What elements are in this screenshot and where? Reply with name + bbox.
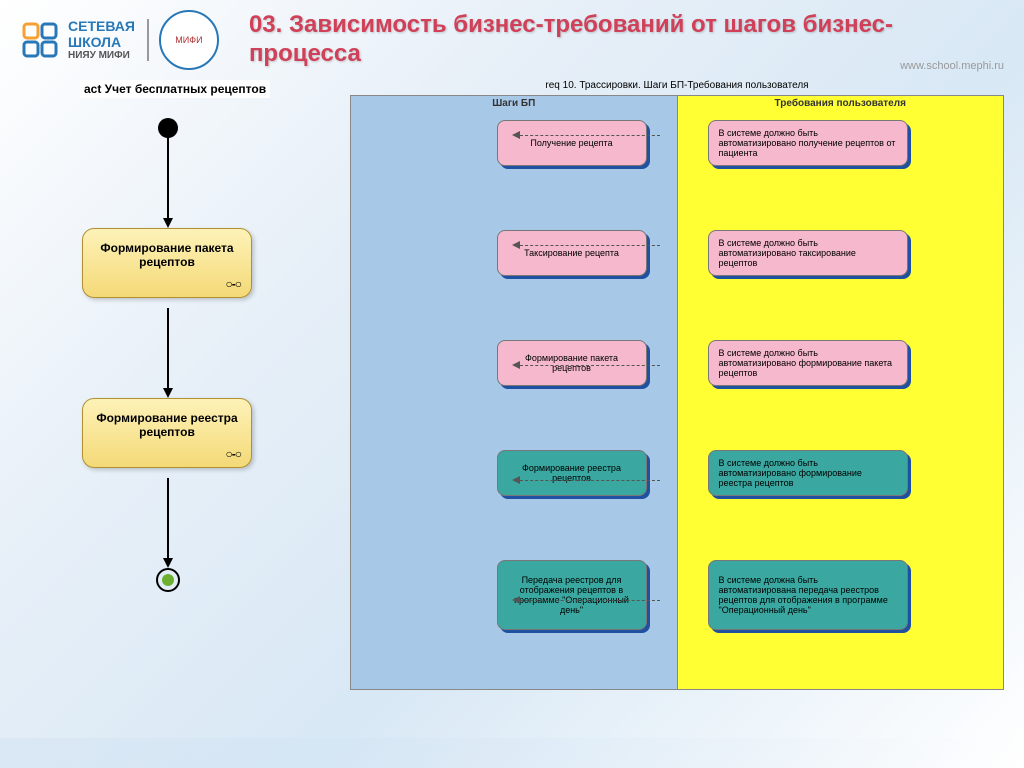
sub-activity-icon: ○-○ [226,277,242,291]
matrix-title: req 10. Трассировки. Шаги БП-Требования … [350,80,1004,91]
requirement-box: В системе должно быть автоматизировано т… [708,230,908,276]
content: act Учет бесплатных рецептов Формировани… [0,80,1024,720]
page-title: 03. Зависимость бизнес-требований от шаг… [229,11,1004,69]
end-node-icon [156,568,180,592]
step-box: Формирование пакета рецептов [497,340,647,386]
logo-line1: СЕТЕВАЯ [68,19,135,34]
step-box: Получение рецепта [497,120,647,166]
start-node-icon [158,118,178,138]
step-box: Таксирование рецепта [497,230,647,276]
reqs-list: В системе должно быть автоматизировано п… [688,120,994,630]
activity-title: act Учет бесплатных рецептов [80,80,270,98]
column-header-steps: Шаги БП [351,98,677,109]
column-requirements: Требования пользователя В системе должно… [678,96,1004,689]
traceability-diagram: req 10. Трассировки. Шаги БП-Требования … [350,80,1004,720]
requirement-box: В системе должно быть автоматизировано ф… [708,450,908,496]
flow-arrow [167,138,169,218]
arrow-head-icon [163,388,173,398]
column-steps: Шаги БП Получение рецепта Таксирование ре… [351,96,678,689]
requirement-box: В системе должно быть автоматизировано п… [708,120,908,166]
arrow-head-icon [163,218,173,228]
logo: СЕТЕВАЯ ШКОЛА НИЯУ МИФИ [20,19,149,61]
logo-icon [20,20,60,60]
activity-box-2: Формирование реестра рецептов ○-○ [82,398,252,468]
logo-sub: НИЯУ МИФИ [68,50,135,61]
matrix: Шаги БП Получение рецепта Таксирование ре… [350,95,1004,690]
header: СЕТЕВАЯ ШКОЛА НИЯУ МИФИ МИФИ 03. Зависим… [0,0,1024,80]
step-box: Формирование реестра рецептов [497,450,647,496]
arrow-head-icon [163,558,173,568]
logo-line2: ШКОЛА [68,35,135,50]
activity-box-1: Формирование пакета рецептов ○-○ [82,228,252,298]
sub-activity-icon: ○-○ [226,447,242,461]
activity-diagram: act Учет бесплатных рецептов Формировани… [20,80,320,720]
university-seal-icon: МИФИ [159,10,219,70]
flow-arrow [167,478,169,558]
requirement-box: В системе должна быть автоматизирована п… [708,560,908,630]
column-header-reqs: Требования пользователя [678,98,1004,109]
site-url: www.school.mephi.ru [900,60,1004,72]
step-box: Передача реестров для отображения рецепт… [497,560,647,630]
requirement-box: В системе должно быть автоматизировано ф… [708,340,908,386]
flow-arrow [167,308,169,388]
steps-list: Получение рецепта Таксирование рецепта Фор… [361,120,667,630]
activity-canvas: Формирование пакета рецептов ○-○ Формиро… [20,98,320,698]
logo-text: СЕТЕВАЯ ШКОЛА НИЯУ МИФИ [68,19,135,61]
footer-decoration [0,738,1024,768]
